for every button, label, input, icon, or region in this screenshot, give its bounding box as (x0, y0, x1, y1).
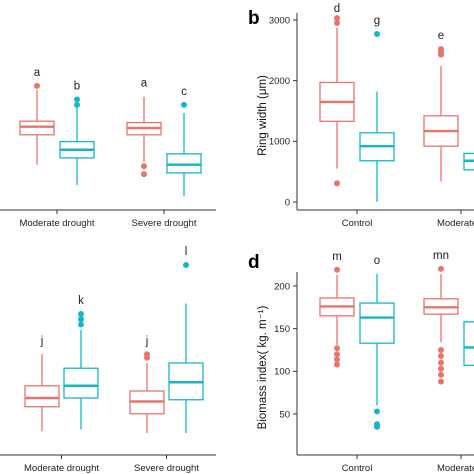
significance-letter: l (185, 246, 188, 258)
panel-d: 50 100 150 200 Biomass index( kg. m⁻¹) Contro… (257, 250, 474, 474)
y-tick-label: 150 (274, 324, 290, 335)
box-series2 (59, 96, 95, 186)
y-tick-label: 0 (285, 197, 290, 208)
significance-letter: c (181, 86, 187, 98)
significance-letter: d (334, 3, 340, 15)
significance-letter: mn (433, 250, 449, 262)
outlier-point (334, 15, 340, 22)
box-series2 (63, 311, 99, 430)
box-series2 (359, 30, 395, 202)
significance-letter: k (78, 295, 84, 307)
outlier-point (374, 408, 380, 415)
y-tick-label: 100 (274, 367, 290, 378)
y-axis-label: Ring width (μm) (257, 75, 269, 156)
outlier-point (78, 321, 84, 328)
box-body (19, 120, 55, 136)
outlier-point (334, 361, 340, 368)
outlier-point (141, 163, 147, 170)
outlier-point (334, 20, 340, 27)
box-series2 (463, 152, 474, 171)
y-tick-label: 3000 (269, 15, 290, 26)
outlier-point (334, 351, 340, 358)
y-tick-label: 2000 (269, 76, 290, 87)
outlier-point (74, 96, 80, 103)
box-body (166, 153, 202, 174)
panel-d-label: d (248, 252, 260, 273)
outlier-point (334, 266, 340, 273)
significance-letter: a (34, 67, 41, 79)
x-tick-label: Moderate drought (20, 218, 95, 229)
box-body (24, 385, 60, 408)
outlier-point (78, 311, 84, 317)
outlier-point (34, 82, 40, 89)
outlier-point (181, 101, 187, 108)
outlier-point (438, 46, 444, 53)
significance-letter: e (438, 30, 444, 42)
outlier-point (438, 265, 444, 272)
outlier-point (334, 180, 340, 187)
x-tick-label: Moderate d (437, 218, 474, 229)
outlier-point (438, 365, 444, 372)
outlier-point (374, 30, 380, 37)
outlier-point (74, 101, 80, 108)
outlier-point (334, 345, 340, 352)
outlier-point (141, 171, 147, 178)
significance-letter: b (74, 80, 80, 92)
box-series1 (19, 82, 55, 165)
outlier-point (438, 378, 444, 385)
outlier-point (183, 262, 189, 268)
panel-a: Moderate drought Severe drought a b a c (0, 67, 216, 229)
y-tick-label: 200 (274, 281, 290, 292)
outlier-point (78, 316, 84, 323)
panel-b: 0 1000 2000 3000 Ring width (μm) Control Moder… (257, 3, 474, 229)
panel-b-label: b (248, 8, 260, 29)
x-tick-label: Control (342, 218, 373, 229)
outlier-point (438, 352, 444, 359)
outlier-point (438, 371, 444, 378)
outlier-point (144, 351, 150, 358)
box-body (463, 321, 474, 367)
significance-letter: m (332, 251, 342, 263)
box-series1 (129, 351, 165, 433)
box-series1 (423, 46, 459, 182)
y-tick-label: 50 (279, 409, 290, 420)
box-series1 (423, 265, 459, 385)
box-series1 (126, 96, 162, 178)
box-series2 (166, 101, 202, 196)
y-axis-label: Biomass index( kg. m⁻¹) (257, 306, 269, 430)
outlier-point (438, 347, 444, 353)
significance-letter: g (374, 15, 380, 27)
x-tick-label: Severe drought (132, 218, 197, 229)
box-series1 (319, 266, 355, 368)
box-series2 (359, 274, 395, 430)
panel-c: Moderate drought Severe drought j k j l (0, 246, 216, 474)
x-tick-label: Control (342, 463, 373, 474)
box-body (359, 302, 395, 344)
significance-letter: a (141, 78, 148, 90)
x-tick-label: Moderate d (437, 463, 474, 474)
box-body (63, 367, 99, 399)
y-tick-label: 1000 (269, 137, 290, 148)
box-series1 (24, 354, 60, 432)
box-series1 (319, 15, 355, 187)
x-tick-label: Severe drought (134, 463, 199, 474)
outlier-point (334, 356, 340, 363)
outlier-point (438, 359, 444, 366)
box-series2 (463, 321, 474, 367)
outlier-point (374, 421, 380, 428)
significance-letter: j (40, 335, 44, 347)
x-tick-label: Moderate drought (24, 463, 99, 474)
box-series2 (168, 262, 204, 433)
significance-letter: o (374, 255, 380, 267)
significance-letter: j (145, 335, 149, 347)
